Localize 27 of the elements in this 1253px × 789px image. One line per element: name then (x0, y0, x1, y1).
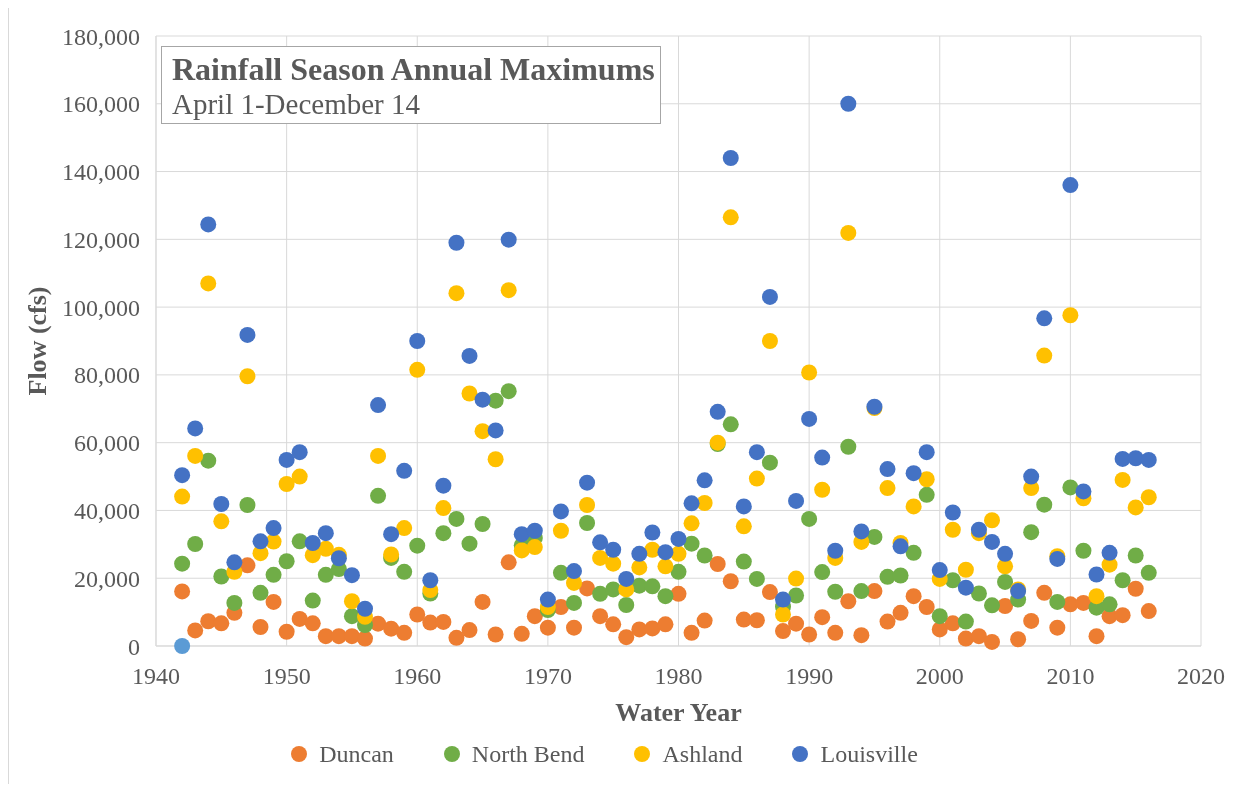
y-tick-label: 120,000 (62, 226, 140, 253)
legend-label: North Bend (471, 740, 585, 768)
x-tick-label: 1960 (393, 663, 442, 690)
x-tick-label: 1950 (262, 663, 311, 690)
x-tick-label: 1990 (785, 663, 834, 690)
x-axis-title: Water Year (615, 697, 742, 727)
text: April 1-December 14 (172, 88, 421, 121)
text: Rainfall Season Annual Maximums (172, 51, 655, 88)
y-tick-label: 160,000 (62, 91, 140, 118)
legend-label: Duncan (319, 740, 394, 768)
y-tick-label: 0 (128, 633, 140, 660)
y-axis-title: Flow (cfs) (22, 286, 52, 396)
x-tick-label: 2010 (1046, 663, 1095, 690)
y-tick-label: 20,000 (74, 565, 140, 592)
x-tick-label: 2020 (1177, 663, 1225, 690)
x-tick-label: 1970 (523, 663, 572, 690)
y-tick-label: 100,000 (62, 294, 140, 321)
legend-label: Louisville (820, 740, 918, 768)
x-tick-label: 1940 (132, 663, 180, 690)
y-tick-label: 40,000 (74, 497, 140, 524)
y-tick-label: 80,000 (74, 362, 140, 389)
y-tick-label: 140,000 (62, 159, 140, 186)
x-tick-label: 2000 (915, 663, 964, 690)
y-tick-label: 60,000 (74, 430, 140, 457)
legend-label: Ashland (662, 740, 743, 768)
y-tick-label: 180,000 (62, 23, 140, 50)
x-tick-label: 1980 (654, 663, 703, 690)
